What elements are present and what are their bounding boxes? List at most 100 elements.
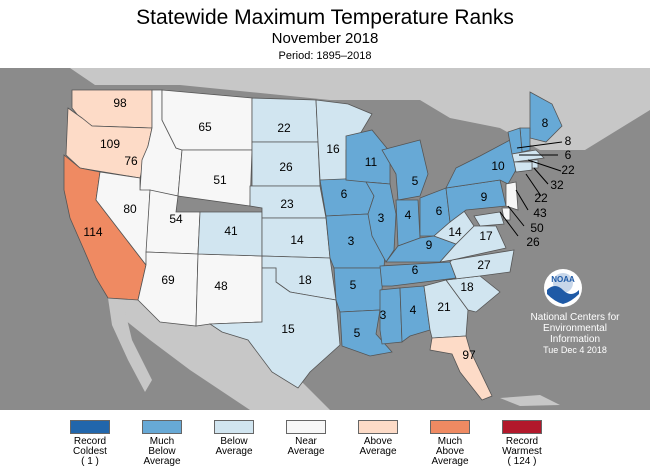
rank-label-co: 41 (224, 224, 238, 238)
rank-label-or: 109 (100, 137, 120, 151)
legend-swatch (430, 420, 470, 434)
rank-label-nj: 43 (533, 206, 547, 220)
rank-label-wv: 14 (448, 225, 462, 239)
rank-label-fl: 97 (462, 348, 476, 362)
legend-label: Average (215, 446, 253, 457)
rank-label-ar: 5 (350, 278, 357, 292)
credit-date: Tue Dec 4 2018 (543, 345, 607, 355)
rank-label-mt: 65 (198, 120, 212, 134)
map-subtitle: November 2018 (271, 30, 379, 47)
cuba-land (500, 395, 560, 406)
legend-swatch (358, 420, 398, 434)
rank-label-wy: 51 (213, 173, 227, 187)
rank-label-in: 4 (405, 208, 412, 222)
rank-label-oh: 6 (436, 204, 443, 218)
legend-label: Warmest (502, 446, 542, 457)
legend-label: ( 1 ) (81, 456, 99, 467)
legend-item: Much Above Average (414, 420, 486, 467)
legend-label: Below (148, 446, 176, 457)
legend-item: Near Average (270, 420, 342, 457)
rank-label-al: 4 (410, 303, 417, 317)
rank-label-mn: 16 (326, 142, 340, 156)
state-al (399, 285, 431, 343)
rank-label-il: 3 (378, 211, 385, 225)
rank-label-id: 76 (124, 154, 138, 168)
legend-label: ( 124 ) (507, 456, 537, 467)
state-ct (513, 161, 533, 173)
rank-label-md: 26 (526, 235, 540, 249)
baja-land (108, 298, 152, 392)
rank-label-ne: 23 (280, 197, 294, 211)
rank-label-tx: 15 (281, 322, 295, 336)
legend-label: Average (143, 456, 181, 467)
legend-label: Much (149, 436, 175, 447)
state-tx (208, 267, 341, 389)
rank-label-mi: 5 (412, 174, 419, 188)
legend-label: Record (505, 436, 539, 447)
state-md (473, 211, 505, 227)
state-nc (445, 249, 515, 281)
rank-label-me: 8 (542, 116, 549, 130)
legend-swatch (70, 420, 110, 434)
legend-label: Much (437, 436, 463, 447)
rank-label-wa: 98 (113, 96, 127, 110)
rank-label-ms: 3 (380, 308, 387, 322)
rank-label-ct: 22 (534, 191, 548, 205)
state-mi (381, 139, 429, 201)
states-layer (63, 89, 563, 401)
legend-label: Near (295, 436, 317, 447)
rank-label-ny: 10 (491, 159, 505, 173)
rank-label-sc: 18 (460, 280, 474, 294)
rank-label-ri: 32 (550, 178, 564, 192)
rank-label-nh: 8 (565, 134, 572, 148)
legend-item: Below Average (198, 420, 270, 457)
canada-land (70, 68, 650, 150)
credit-line-1: National Centers for (530, 312, 620, 323)
credit-line-3: Information (549, 334, 601, 345)
rank-label-pa: 9 (481, 190, 488, 204)
rank-label-az: 69 (161, 273, 175, 287)
rank-label-va: 17 (479, 229, 493, 243)
state-nj (505, 181, 519, 211)
legend-label: Record (73, 436, 107, 447)
state-de (501, 207, 511, 221)
rank-label-ky: 9 (426, 238, 433, 252)
rank-label-ks: 14 (290, 233, 304, 247)
legend-swatch (286, 420, 326, 434)
rank-label-la: 5 (354, 326, 361, 340)
rank-label-tn: 6 (412, 263, 419, 277)
rank-label-nm: 48 (214, 279, 228, 293)
map-period: Period: 1895–2018 (278, 50, 372, 62)
legend-label: Average (431, 456, 469, 467)
legend-swatch (502, 420, 542, 434)
rank-label-ga: 21 (437, 300, 451, 314)
state-nm (195, 253, 263, 327)
legend-label: Above (435, 446, 465, 457)
rank-label-vt: 6 (565, 148, 572, 162)
us-map: 98 109 114 76 80 65 51 54 69 48 41 22 26 23 14 18 15 16 6 3… (0, 68, 650, 410)
legend-label: Average (359, 446, 397, 457)
legend-label: Above (363, 436, 393, 447)
northeast-leader-lines (499, 141, 563, 237)
legend-swatch (214, 420, 254, 434)
credit-line-2: Environmental (543, 323, 607, 334)
rank-label-de: 50 (530, 221, 544, 235)
state-nd (251, 97, 319, 143)
noaa-logo: NOAA (544, 269, 582, 307)
rank-label-nc: 27 (477, 258, 491, 272)
rank-label-wi: 11 (365, 155, 378, 169)
rank-label-mo: 3 (348, 234, 355, 248)
rank-label-ma: 22 (561, 163, 575, 177)
rank-label-ca: 114 (83, 225, 102, 239)
state-fl (429, 335, 493, 401)
state-ny (445, 139, 517, 189)
rank-label-ia: 6 (341, 187, 348, 201)
legend-item: Above Average (342, 420, 414, 457)
legend-item: Record Coldest( 1 ) (54, 420, 126, 467)
legend: Record Coldest( 1 ) Much Below Average Below A… (0, 410, 650, 475)
rank-label-ok: 18 (298, 273, 312, 287)
noaa-logo-text: NOAA (551, 275, 575, 284)
state-wv (433, 207, 475, 245)
